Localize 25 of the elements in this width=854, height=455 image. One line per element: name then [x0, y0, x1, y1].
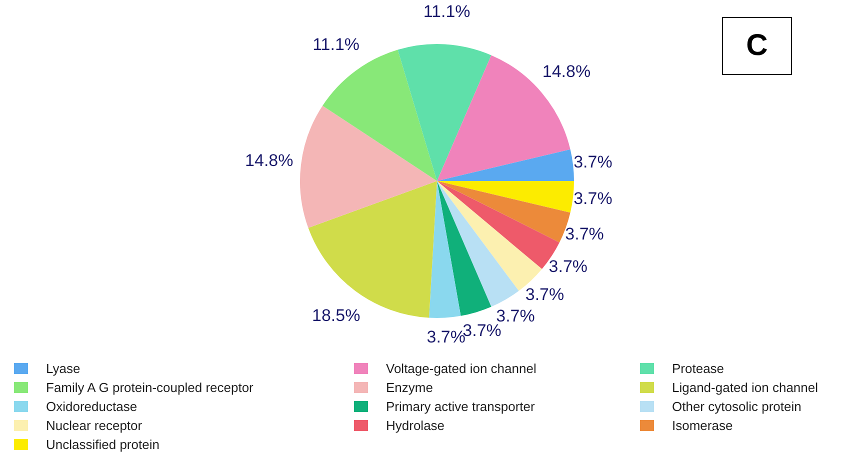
data-label: 3.7% — [426, 327, 466, 346]
data-label: 3.7% — [548, 256, 588, 276]
legend-label: Hydrolase — [386, 418, 445, 432]
data-label: 18.5% — [312, 306, 360, 326]
legend-label: Unclassified protein — [46, 436, 160, 452]
legend-label: Nuclear receptor — [46, 418, 142, 432]
data-label: 3.7% — [525, 284, 564, 304]
data-label: 14.8% — [245, 151, 294, 170]
data-label: 3.7% — [565, 224, 604, 244]
data-label: 14.8% — [542, 62, 591, 82]
legend-label: Protease — [672, 360, 724, 376]
legend-label: Oxidoreductase — [46, 398, 138, 414]
legend-label: Isomerase — [672, 418, 733, 432]
legend-label: Lyase — [46, 360, 80, 376]
legend-label: Other cytosolic protein — [672, 398, 802, 414]
data-label: 3.7% — [574, 152, 612, 172]
legend-label: Voltage-gated ion channel — [386, 360, 536, 376]
legend-label: Primary active transporter — [386, 398, 535, 414]
legend-label: Enzyme — [386, 380, 433, 394]
text: C — [722, 17, 792, 75]
data-label: 11.1% — [312, 35, 360, 54]
data-label: 11.1% — [423, 2, 470, 21]
legend-label: Family A G protein-coupled receptor — [46, 380, 254, 394]
legend-label: Ligand-gated ion channel — [672, 380, 818, 394]
data-label: 3.7% — [574, 188, 612, 208]
